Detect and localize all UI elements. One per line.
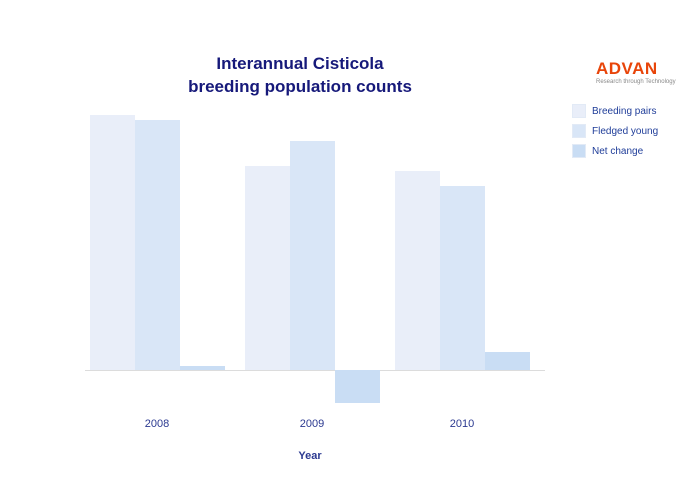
bar-2009-fledged-young: [289, 140, 335, 370]
bar-2008-breeding-pairs: [89, 115, 135, 370]
chart-legend: Breeding pairs Fledged young Net change: [572, 104, 658, 164]
legend-label: Net change: [592, 145, 644, 157]
legend-label: Fledged young: [592, 125, 659, 137]
bar-2010-net-change: [484, 352, 530, 370]
legend-swatch-icon: [572, 104, 586, 118]
x-tick-label-2008: 2008: [144, 418, 170, 430]
chart-title-line2: breeding population counts: [188, 77, 412, 96]
bar-2008-net-change: [179, 366, 225, 370]
bar-2009-breeding-pairs: [244, 166, 290, 370]
x-tick-label-2009: 2009: [299, 418, 325, 430]
x-tick-label-2010: 2010: [449, 418, 475, 430]
legend-swatch-icon: [572, 124, 586, 138]
legend-item: Fledged young: [572, 124, 658, 138]
bar-2009-net-change: [334, 370, 380, 404]
advan-logo-text: ADVAN: [596, 59, 658, 78]
legend-item: Net change: [572, 144, 658, 158]
advan-logo: ADVAN Research through Technology: [596, 60, 676, 86]
bar-2010-breeding-pairs: [394, 171, 440, 370]
x-axis-title: Year: [298, 450, 322, 462]
legend-item: Breeding pairs: [572, 104, 658, 118]
legend-label: Breeding pairs: [592, 105, 657, 117]
x-axis-baseline: [85, 370, 545, 371]
chart-title: Interannual Cisticola breeding populatio…: [90, 52, 510, 98]
advan-logo-tagline: Research through Technology: [596, 79, 676, 85]
chart-title-line1: Interannual Cisticola: [216, 54, 384, 73]
legend-swatch-icon: [572, 144, 586, 158]
bar-2010-fledged-young: [439, 186, 485, 370]
bar-2008-fledged-young: [134, 120, 180, 370]
